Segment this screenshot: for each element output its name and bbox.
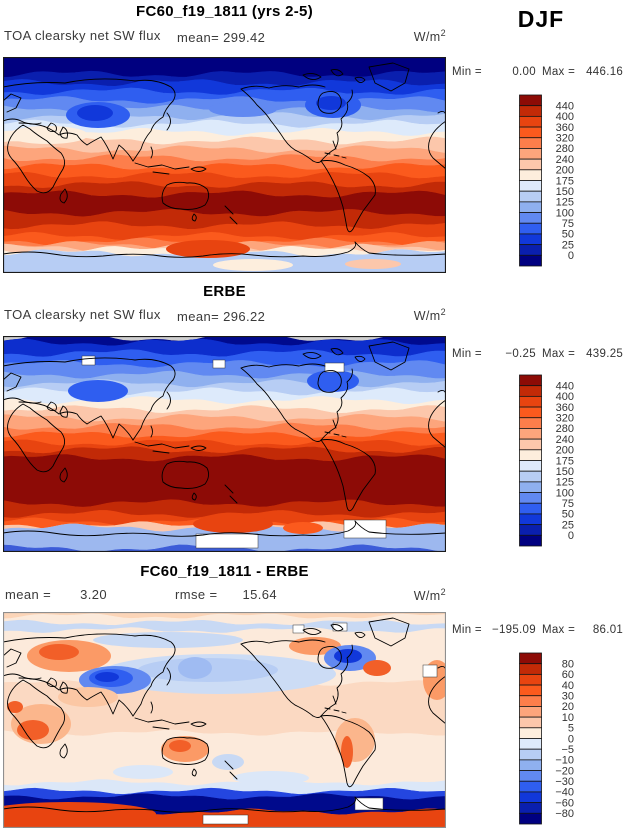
panel2-title: ERBE [203, 283, 246, 300]
panel3-units: W/m2 [413, 587, 446, 604]
svg-text:400: 400 [556, 111, 574, 123]
svg-text:360: 360 [556, 122, 574, 134]
panel2-variable-label: TOA clearsky net SW flux [4, 307, 161, 322]
panel1-variable-label: TOA clearsky net SW flux [4, 28, 161, 43]
svg-text:100: 100 [556, 207, 574, 219]
svg-text:200: 200 [556, 165, 574, 177]
panel3-mean-value: 3.20 [80, 587, 107, 602]
svg-text:−40: −40 [555, 787, 574, 799]
svg-text:20: 20 [562, 701, 574, 713]
svg-text:10: 10 [562, 712, 574, 724]
panel3-subtitle-row: mean = 3.20 rmse = 15.64 W/m2 [3, 587, 446, 605]
svg-text:60: 60 [562, 669, 574, 681]
svg-text:100: 100 [556, 487, 574, 499]
panel3-minmax: Min = −195.09 Max = 86.01 [452, 624, 624, 636]
panel1-minmax: Min = 0.00 Max = 446.16 [452, 66, 624, 78]
svg-text:360: 360 [556, 402, 574, 414]
panel1-subtitle-row: TOA clearsky net SW flux mean= 299.42 W/… [3, 28, 446, 46]
svg-text:5: 5 [568, 723, 574, 735]
svg-text:320: 320 [556, 413, 574, 425]
svg-text:240: 240 [556, 154, 574, 166]
svg-text:440: 440 [556, 101, 574, 113]
svg-text:−30: −30 [555, 776, 574, 788]
panel1-mean: mean= 299.42 [177, 30, 266, 45]
panel3-rmse-value: 15.64 [242, 587, 277, 602]
panel2-minmax: Min = −0.25 Max = 439.25 [452, 348, 624, 360]
svg-text:125: 125 [556, 477, 574, 489]
svg-text:30: 30 [562, 691, 574, 703]
svg-text:175: 175 [556, 175, 574, 187]
svg-text:440: 440 [556, 381, 574, 393]
svg-text:50: 50 [562, 229, 574, 241]
panel2-units: W/m2 [413, 307, 446, 324]
svg-text:80: 80 [562, 659, 574, 671]
svg-text:−80: −80 [555, 808, 574, 820]
svg-text:150: 150 [556, 186, 574, 198]
colorbar-difference: 80 60 40 30 20 10 5 0 −5 −10 −20 −30 −40 −60 −80 [518, 651, 610, 829]
svg-text:−60: −60 [555, 797, 574, 809]
svg-text:25: 25 [562, 519, 574, 531]
panel3-mean-label: mean = [5, 587, 52, 602]
svg-text:280: 280 [556, 423, 574, 435]
panel2-mean: mean= 296.22 [177, 309, 266, 324]
svg-text:280: 280 [556, 143, 574, 155]
svg-text:175: 175 [556, 455, 574, 467]
svg-text:200: 200 [556, 445, 574, 457]
svg-text:400: 400 [556, 391, 574, 403]
svg-text:75: 75 [562, 218, 574, 230]
map-difference [0, 611, 451, 829]
colorbar-model: 440 400 360 320 280 240 200 175 150 125 100 75 50 25 0 [518, 93, 610, 271]
panel2-subtitle-row: TOA clearsky net SW flux mean= 296.22 W/… [3, 307, 446, 325]
svg-text:150: 150 [556, 466, 574, 478]
panel1-units: W/m2 [413, 28, 446, 45]
panel1-title: FC60_f19_1811 (yrs 2-5) [135, 3, 313, 20]
svg-text:50: 50 [562, 509, 574, 521]
svg-text:−20: −20 [555, 765, 574, 777]
colorbar-erbe: 440 400 360 320 280 240 200 175 150 125 100 75 50 25 0 [518, 373, 610, 551]
svg-text:40: 40 [562, 680, 574, 692]
map-erbe-flux [2, 335, 447, 553]
svg-text:0: 0 [568, 250, 574, 262]
svg-text:25: 25 [562, 239, 574, 251]
svg-text:0: 0 [568, 530, 574, 542]
svg-text:320: 320 [556, 133, 574, 145]
map-model-flux [2, 56, 447, 274]
svg-text:−5: −5 [561, 744, 574, 756]
season-label: DJF [517, 6, 565, 32]
svg-text:75: 75 [562, 498, 574, 510]
panel3-rmse-label: rmse = [175, 587, 218, 602]
svg-text:−10: −10 [555, 755, 574, 767]
svg-text:125: 125 [556, 197, 574, 209]
svg-text:0: 0 [568, 733, 574, 745]
panel3-title: FC60_f19_1811 - ERBE [140, 563, 309, 580]
svg-text:240: 240 [556, 434, 574, 446]
